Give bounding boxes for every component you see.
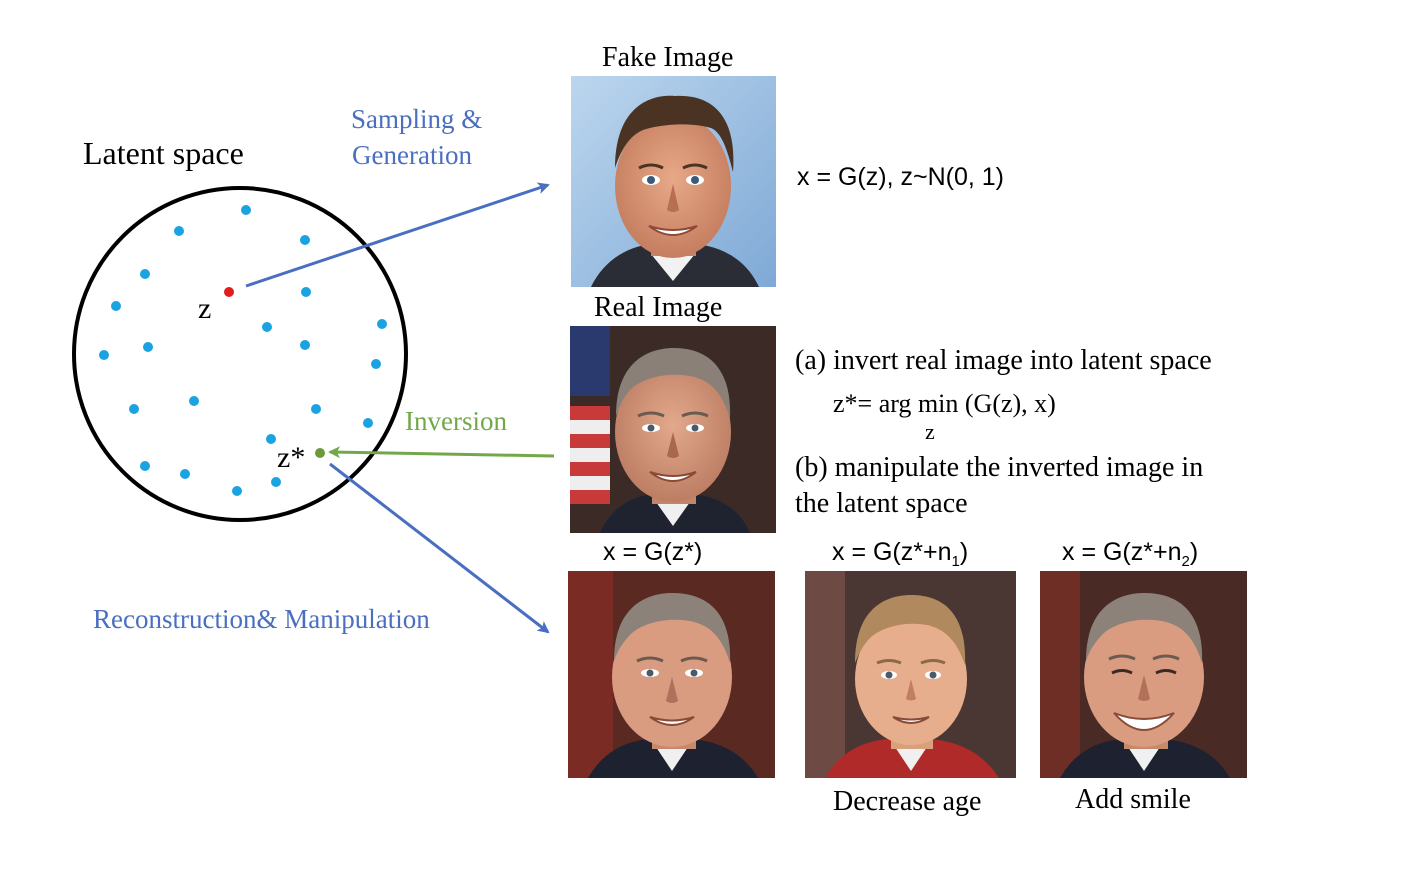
latent-sample-dot	[300, 340, 310, 350]
real-face-image	[570, 326, 776, 533]
latent-sample-dot	[241, 205, 251, 215]
argmin-lhs: z*= arg	[833, 389, 912, 418]
n1-caption-prefix: x = G(z*+n	[832, 538, 952, 566]
z-sample-dot	[224, 287, 234, 297]
zstar-dot	[315, 448, 325, 458]
fake-formula: x = G(z), z~N(0, 1)	[797, 163, 1004, 191]
n1-caption: x = G(z*+n1)	[832, 538, 969, 570]
latent-sample-dot	[180, 469, 190, 479]
recon-caption: x = G(z*)	[603, 538, 703, 566]
add-smile-face-image	[1040, 571, 1247, 778]
latent-sample-dot	[232, 486, 242, 496]
latent-space-title: Latent space	[83, 135, 244, 171]
latent-sample-dot	[271, 477, 281, 487]
argmin-min: min	[917, 389, 959, 418]
decrease-age-label: Decrease age	[833, 786, 982, 817]
latent-samples	[99, 205, 387, 496]
n2-caption: x = G(z*+n2)	[1062, 538, 1199, 570]
fake-face-image	[571, 76, 776, 287]
latent-sample-dot	[143, 342, 153, 352]
reconstruction-arrow	[329, 462, 550, 634]
latent-sample-dot	[99, 350, 109, 360]
latent-sample-dot	[266, 434, 276, 444]
recon-face-image	[568, 571, 775, 778]
n1-caption-suffix: )	[959, 538, 969, 566]
real-image-title: Real Image	[594, 292, 723, 323]
latent-sample-dot	[140, 269, 150, 279]
sampling-label-line2: Generation	[352, 140, 472, 170]
step-a-text: (a) invert real image into latent space	[795, 345, 1212, 376]
fake-image-title: Fake Image	[602, 42, 734, 73]
latent-sample-dot	[129, 404, 139, 414]
latent-sample-dot	[262, 322, 272, 332]
latent-sample-dot	[174, 226, 184, 236]
reconstruction-label: Reconstruction& Manipulation	[93, 604, 430, 634]
latent-sample-dot	[311, 404, 321, 414]
argmin-rest: (G(z), x)	[964, 389, 1056, 418]
latent-sample-dot	[140, 461, 150, 471]
step-b-line2: the latent space	[795, 488, 968, 519]
n2-caption-prefix: x = G(z*+n	[1062, 538, 1182, 566]
latent-sample-dot	[377, 319, 387, 329]
sampling-label-line1: Sampling &	[351, 104, 483, 134]
add-smile-label: Add smile	[1075, 784, 1191, 815]
zstar-label: z*	[277, 441, 306, 474]
inversion-arrow	[328, 446, 555, 459]
latent-space-circle	[72, 186, 408, 522]
argmin-subscript: z	[925, 419, 935, 444]
step-b-line1: (b) manipulate the inverted image in	[795, 452, 1204, 483]
sampling-arrow	[245, 182, 550, 288]
latent-sample-dot	[300, 235, 310, 245]
latent-sample-dot	[189, 396, 199, 406]
n2-caption-suffix: )	[1189, 538, 1199, 566]
latent-sample-dot	[301, 287, 311, 297]
latent-sample-dot	[111, 301, 121, 311]
argmin-formula: z*= arg min (G(z), x)	[833, 391, 1056, 417]
latent-sample-dot	[371, 359, 381, 369]
n1-subscript: 1	[951, 553, 960, 570]
decrease-age-face-image	[805, 571, 1016, 778]
inversion-label: Inversion	[405, 406, 507, 436]
n2-subscript: 2	[1181, 553, 1190, 570]
latent-sample-dot	[363, 418, 373, 428]
z-label: z	[198, 292, 212, 325]
